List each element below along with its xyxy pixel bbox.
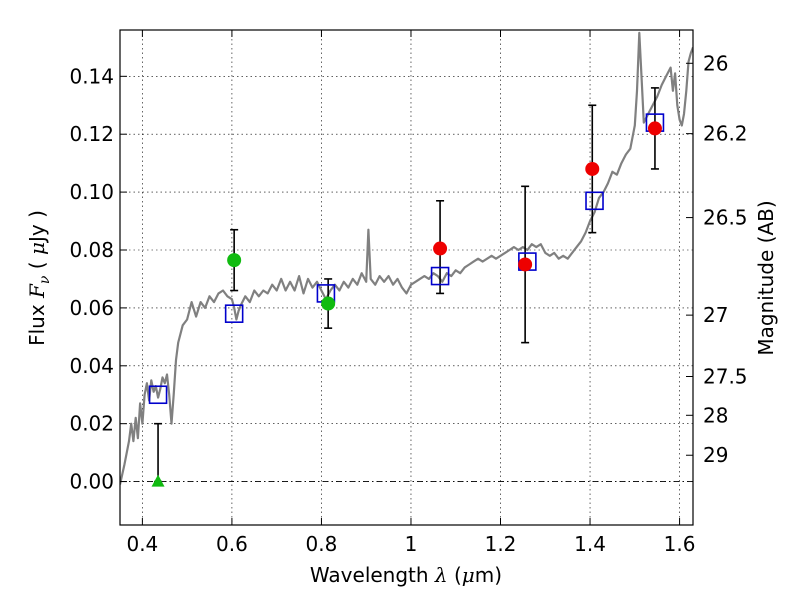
x-tick-labels: 0.4 0.6 0.8 1 1.2 1.4 1.6 xyxy=(126,532,695,556)
green-data-point xyxy=(227,253,242,268)
x-tick-label: 0.8 xyxy=(306,532,338,556)
y-tick-label: 0.08 xyxy=(69,238,114,262)
model-square xyxy=(224,304,244,323)
red-data-point xyxy=(585,161,600,176)
y-tick-label: 0.10 xyxy=(69,180,114,204)
x-tick-label: 1.4 xyxy=(574,532,606,556)
y-tick-label: 0.04 xyxy=(69,354,114,378)
error-bars xyxy=(154,87,659,483)
model-square xyxy=(430,266,450,286)
model-square xyxy=(148,385,168,405)
y2-axis-label: Magnitude (AB) xyxy=(754,200,778,355)
x-tick-label: 1.2 xyxy=(485,532,517,556)
observed-points xyxy=(151,121,662,487)
model-square xyxy=(585,191,604,211)
x-tick-label: 1 xyxy=(405,532,418,556)
y-tick-label: 0.06 xyxy=(69,296,114,320)
y-axis-label: Flux Fν ( μJy ) xyxy=(25,210,53,346)
red-data-point xyxy=(647,121,662,136)
template-spectrum-path xyxy=(120,31,693,485)
y2-tick-label: 28 xyxy=(703,403,728,427)
grid-lines xyxy=(120,30,693,525)
y-tick-label: 0.12 xyxy=(69,122,114,146)
red-data-point xyxy=(433,241,448,256)
x-axis-label: Wavelength λ (μm) xyxy=(310,563,502,587)
green-data-point xyxy=(321,296,336,311)
y2-tick-labels: 26 26.2 26.5 27 27.5 28 29 xyxy=(703,51,748,467)
x-tick-label: 1.6 xyxy=(664,532,696,556)
y2-tick-label: 26.5 xyxy=(703,206,748,230)
template-spectrum-line xyxy=(120,31,693,485)
y2-tick-label: 26.2 xyxy=(703,122,748,146)
y2-tick-label: 27 xyxy=(703,303,728,327)
upper-limit-triangle xyxy=(151,474,165,487)
y2-tick-label: 29 xyxy=(703,443,728,467)
plot-frame xyxy=(119,29,694,526)
model-flux-squares xyxy=(148,113,665,405)
y-tick-label: 0.02 xyxy=(69,412,114,436)
x-tick-label: 0.6 xyxy=(216,532,248,556)
y2-tick-label: 26 xyxy=(703,51,728,75)
y2-tick-label: 27.5 xyxy=(703,365,748,389)
y-tick-label: 0.00 xyxy=(69,470,114,494)
red-data-point xyxy=(518,257,533,272)
axis-ticks xyxy=(120,30,693,525)
y-tick-labels: 0.00 0.02 0.04 0.06 0.08 0.10 0.12 0.14 xyxy=(69,64,114,493)
x-tick-label: 0.4 xyxy=(126,532,158,556)
y-tick-label: 0.14 xyxy=(69,64,114,88)
